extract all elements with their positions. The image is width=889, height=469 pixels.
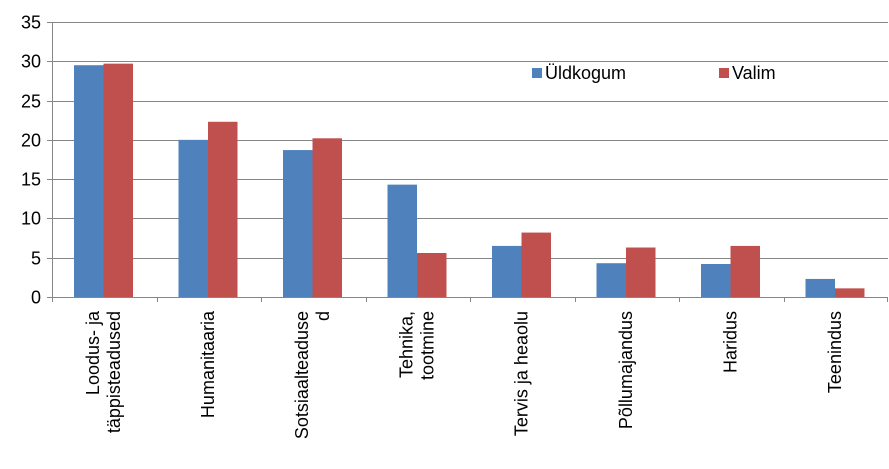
axes (47, 22, 888, 302)
x-tick-label-line: Loodus- ja (83, 310, 103, 395)
bar-series1 (596, 263, 626, 297)
bar-series2 (417, 253, 447, 297)
x-tick-label-line: Tervis ja heaolu (512, 311, 532, 436)
bar-series2 (208, 121, 238, 298)
x-tick-label: Tehnika,tootmine (397, 311, 438, 380)
x-tick-label-line: Haridus (721, 311, 741, 373)
x-tick-label-line: Humanitaaria (198, 310, 218, 418)
x-tick-label: Sotsiaalteadused (292, 311, 333, 439)
gridlines (52, 22, 888, 259)
bar-series1 (283, 150, 313, 297)
x-tick-label: Loodus- jatäppisteadused (83, 310, 124, 433)
bar-series2 (521, 232, 551, 297)
x-tick-label: Tervis ja heaolu (512, 311, 532, 436)
bar-series1 (492, 245, 522, 297)
bar-series1 (701, 264, 731, 297)
x-tick-label-line: d (313, 311, 333, 321)
bar-series2 (626, 247, 656, 297)
x-tick-label-line: Sotsiaalteaduse (292, 311, 312, 439)
y-tick-label: 5 (31, 249, 41, 269)
x-tick-label-line: Tehnika, (397, 311, 417, 378)
bar-series1 (178, 139, 208, 297)
x-tick-label: Teenindus (825, 311, 845, 393)
legend-label: Valim (732, 63, 776, 83)
legend: Üldkogum Valim (532, 63, 776, 83)
bar-series2 (103, 63, 133, 298)
x-tick-label-line: täppisteadused (104, 311, 124, 433)
bar-series2 (312, 138, 342, 297)
bar-series2 (835, 288, 865, 297)
y-tick-label: 35 (21, 13, 41, 33)
bar-series1 (74, 65, 104, 297)
x-tick-label: Haridus (721, 311, 741, 373)
legend-label: Üldkogum (545, 63, 626, 83)
y-tick-label: 10 (21, 209, 41, 229)
legend-swatch (719, 68, 729, 78)
x-tick-label-line: tootmine (418, 311, 438, 380)
y-tick-label: 25 (21, 92, 41, 112)
y-tick-label: 15 (21, 170, 41, 190)
y-tick-label: 0 (31, 288, 41, 308)
bars (74, 63, 865, 298)
x-tick-label: Põllumajandus (616, 311, 636, 429)
y-axis-ticks: 0 5 10 15 20 25 30 35 (21, 13, 41, 308)
bar-series1 (805, 278, 835, 297)
x-axis-ticks: Loodus- jatäppisteadused Humanitaaria Sots… (83, 310, 845, 439)
x-tick-label-line: Põllumajandus (616, 311, 636, 429)
bar-series1 (387, 184, 417, 297)
legend-swatch (532, 68, 542, 78)
y-tick-label: 30 (21, 52, 41, 72)
x-tick-label-line: Teenindus (825, 311, 845, 393)
bar-series2 (730, 245, 760, 297)
y-tick-label: 20 (21, 131, 41, 151)
x-tick-label: Humanitaaria (198, 310, 218, 418)
